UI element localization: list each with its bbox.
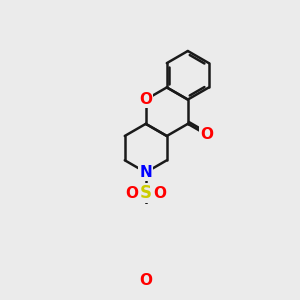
Text: O: O [139, 273, 152, 288]
Text: O: O [139, 92, 152, 107]
Text: O: O [153, 185, 166, 200]
Text: O: O [126, 185, 139, 200]
Text: N: N [140, 165, 152, 180]
Text: O: O [200, 127, 213, 142]
Text: S: S [140, 184, 152, 202]
